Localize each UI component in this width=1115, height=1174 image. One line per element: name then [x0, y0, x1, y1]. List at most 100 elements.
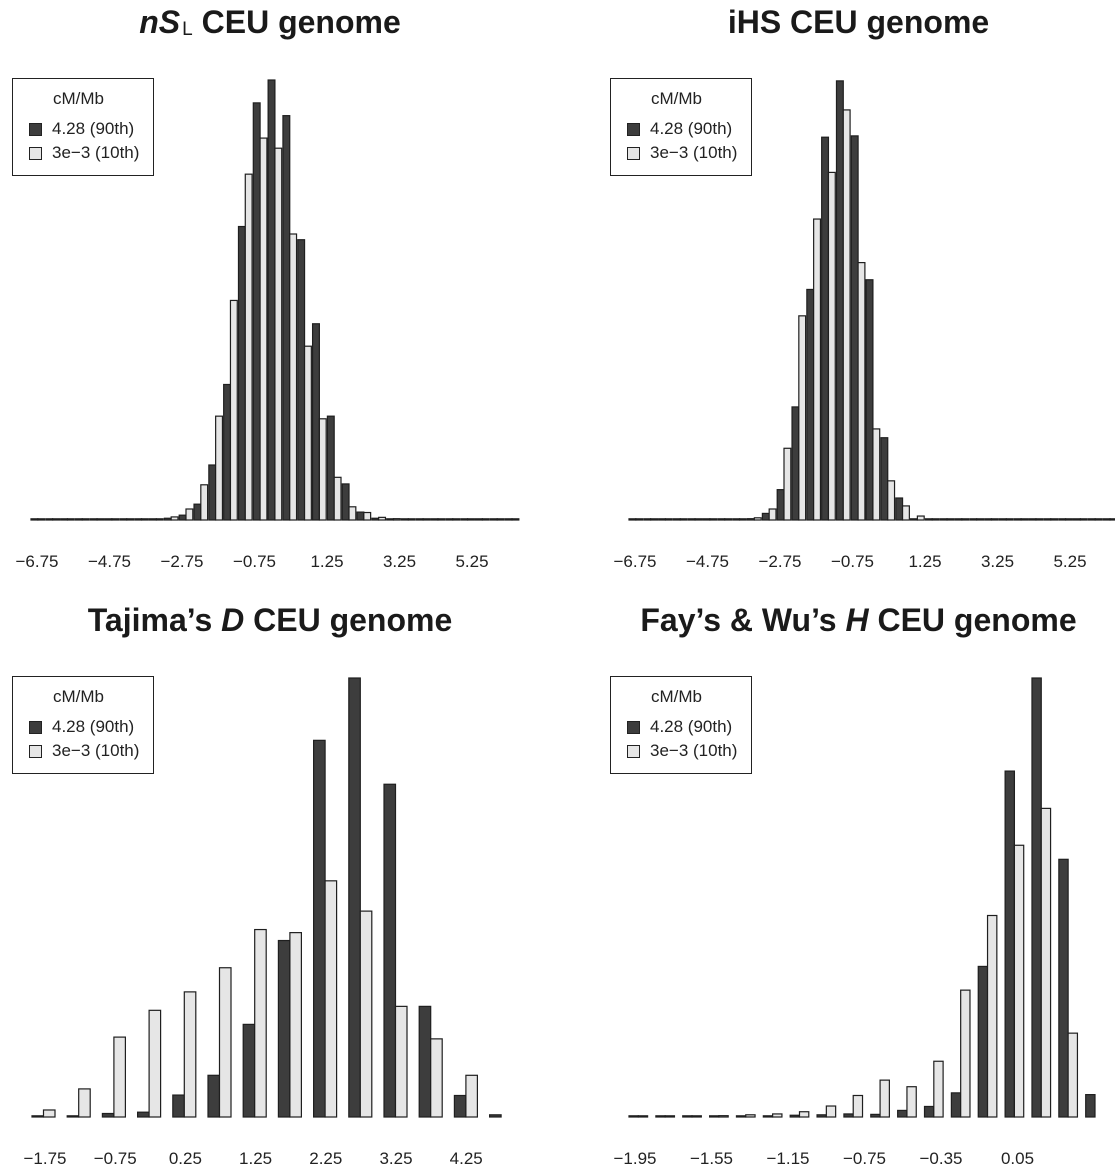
bar	[738, 518, 747, 521]
bar	[318, 418, 327, 521]
bar	[392, 518, 401, 521]
legend-label: 3e−3 (10th)	[52, 741, 140, 760]
x-tick-label: −1.15	[766, 1149, 809, 1168]
bar	[407, 518, 416, 521]
bar	[137, 1111, 150, 1118]
bar	[140, 518, 149, 521]
bar	[1058, 518, 1067, 521]
bar	[394, 1005, 408, 1118]
chart-svg: −6.75 −4.75 −2.75 −0.75 1.25 3.25 5.25	[15, 79, 520, 571]
bar	[466, 518, 475, 521]
bar	[1079, 518, 1088, 521]
legend-swatch	[627, 122, 640, 136]
bar	[946, 518, 955, 521]
bar	[702, 518, 711, 521]
bar	[297, 239, 306, 521]
bar	[244, 173, 253, 521]
bar	[735, 1115, 747, 1118]
chart-legend: cM/Mb 4.28 (90th) 3e−3 (10th)	[12, 78, 155, 176]
bar	[489, 518, 498, 521]
bar	[200, 484, 209, 521]
bar	[155, 518, 164, 521]
bar	[163, 517, 172, 521]
bar	[1109, 518, 1115, 521]
bar	[193, 503, 202, 521]
legend-label: 4.28 (90th)	[52, 717, 135, 736]
bar	[52, 518, 61, 521]
bar	[333, 476, 342, 521]
x-tick-label: −1.55	[690, 1149, 733, 1168]
x-tick-label: 3.25	[379, 1149, 412, 1168]
legend-entry: 4.28 (90th)	[627, 715, 737, 739]
x-tick-label: −0.75	[94, 1149, 137, 1168]
bar	[825, 1105, 837, 1118]
x-tick-label: −6.75	[15, 552, 58, 571]
legend-label: 4.28 (90th)	[650, 717, 733, 736]
bar	[170, 516, 179, 521]
legend-swatch	[29, 720, 42, 734]
bar	[821, 136, 830, 521]
bar	[643, 518, 652, 521]
chart-title: nS L CEU genome	[139, 4, 401, 40]
bar	[986, 914, 998, 1118]
bar	[81, 518, 90, 521]
bar	[400, 518, 409, 521]
legend-swatch	[29, 744, 42, 758]
bar	[879, 1079, 890, 1118]
bar	[969, 518, 978, 521]
bar	[816, 1114, 827, 1118]
bar	[933, 1060, 944, 1118]
bar	[687, 518, 696, 521]
bar	[215, 415, 224, 521]
bar	[954, 518, 963, 521]
bar	[960, 989, 971, 1118]
legend-entry: 3e−3 (10th)	[627, 739, 737, 763]
bar	[977, 965, 989, 1118]
legend-entry: 4.28 (90th)	[627, 117, 737, 141]
chart-svg: −1.95 −1.55 −1.15 −0.75 −0.35 0.05	[613, 677, 1096, 1168]
bar	[924, 518, 933, 521]
bar	[976, 518, 985, 521]
bar	[923, 1105, 935, 1118]
bar	[104, 518, 113, 521]
x-tick-label: −4.75	[686, 552, 729, 571]
bar	[422, 518, 431, 521]
bar	[658, 518, 667, 521]
bar	[341, 483, 350, 521]
bar	[208, 464, 217, 521]
legend-entry: 3e−3 (10th)	[29, 141, 139, 165]
bar	[1094, 518, 1103, 521]
bar	[895, 497, 904, 521]
x-tick-label: −2.75	[758, 552, 801, 571]
bar	[762, 1115, 774, 1118]
legend-heading: cM/Mb	[651, 687, 702, 706]
bar	[791, 406, 800, 521]
legend-entry: 4.28 (90th)	[29, 117, 139, 141]
x-tick-label: −0.35	[919, 1149, 962, 1168]
bar	[481, 518, 490, 521]
x-tick-label: −6.75	[613, 552, 656, 571]
bar	[984, 518, 993, 521]
bar	[282, 115, 291, 521]
bar	[30, 518, 39, 521]
bar	[252, 102, 261, 521]
bar	[254, 928, 267, 1118]
bar	[111, 518, 120, 521]
bar	[990, 518, 999, 521]
bar	[45, 518, 54, 521]
bar	[223, 383, 232, 521]
bar	[66, 518, 75, 521]
x-tick-label: 0.05	[1001, 1149, 1034, 1168]
bar	[772, 1113, 783, 1118]
legend-heading: cM/Mb	[651, 89, 702, 108]
bar	[1087, 518, 1096, 521]
bar	[172, 1094, 185, 1118]
bar	[724, 518, 733, 521]
bar	[348, 677, 361, 1118]
bar	[1067, 1032, 1079, 1118]
bar	[939, 518, 948, 521]
bar	[865, 279, 874, 521]
x-tick-label: −1.95	[613, 1149, 656, 1168]
x-tick-label: 3.25	[981, 552, 1014, 571]
bar	[324, 880, 338, 1118]
